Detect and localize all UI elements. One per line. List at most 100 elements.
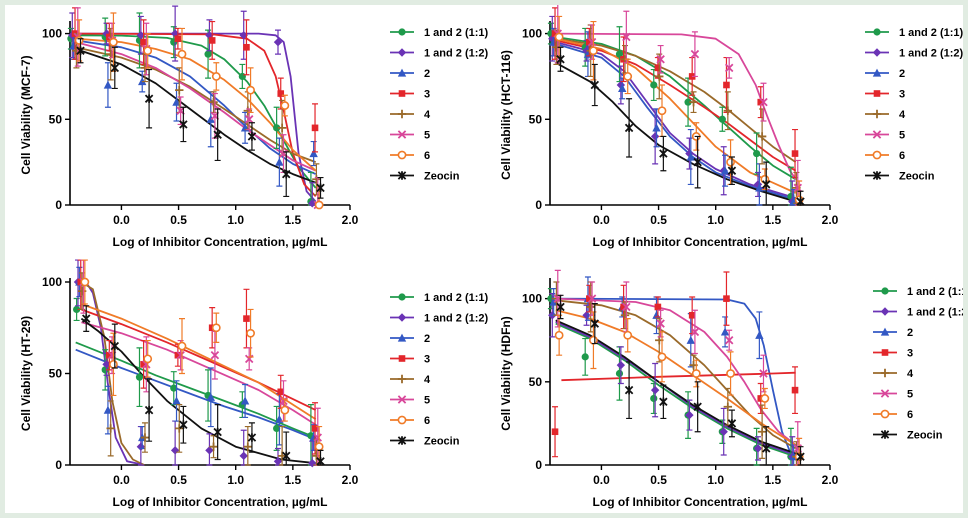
- data-point: [586, 38, 593, 46]
- data-point: [654, 303, 662, 311]
- series-curve-5: [555, 32, 797, 180]
- data-point: [179, 120, 188, 129]
- series-curve-5: [81, 321, 317, 426]
- data-point: [144, 94, 154, 103]
- data-point: [239, 31, 248, 40]
- data-point: [172, 396, 181, 405]
- data-point: [174, 351, 182, 359]
- x-tick-label: 0.5: [650, 473, 667, 487]
- data-point: [684, 98, 692, 106]
- legend-marker: [881, 287, 889, 295]
- legend-entry: Zeocin: [899, 171, 935, 183]
- data-point: [273, 424, 281, 432]
- legend-entry: 6: [424, 415, 430, 427]
- series-curve-7: [80, 317, 316, 465]
- legend-entry: 1 and 2 (1:2): [424, 48, 489, 60]
- data-point: [652, 123, 661, 132]
- data-point: [753, 149, 761, 158]
- series-curve-6: [555, 309, 797, 446]
- legend-entry: Zeocin: [907, 430, 943, 442]
- legend-entry: 5: [907, 389, 913, 401]
- data-point: [314, 200, 324, 210]
- legend-entry: 1 and 2 (1:1): [907, 286, 963, 298]
- data-point: [106, 424, 115, 433]
- legend-entry: 6: [907, 409, 913, 421]
- data-point: [312, 175, 321, 184]
- data-point: [243, 315, 250, 322]
- legend-marker: [397, 150, 407, 160]
- data-point: [210, 350, 220, 360]
- data-point: [176, 350, 185, 360]
- y-tick-label: 0: [55, 458, 62, 472]
- data-point: [761, 444, 771, 453]
- data-point: [726, 157, 735, 167]
- legend-entry: Zeocin: [424, 171, 460, 183]
- data-point: [81, 314, 91, 323]
- data-point: [724, 63, 734, 73]
- legend-entry: 2: [424, 68, 430, 80]
- data-point: [143, 354, 153, 364]
- data-point: [136, 442, 146, 451]
- x-tick-label: 1.0: [707, 473, 724, 487]
- data-point: [316, 183, 325, 193]
- data-point: [209, 442, 218, 451]
- legend-entry: 5: [899, 130, 905, 142]
- legend-entry: 2: [424, 333, 430, 345]
- data-point: [311, 124, 319, 132]
- legend-entry: 1 and 2 (1:1): [424, 27, 489, 39]
- x-axis-title: Log of Inhibitor Concentration, µg/mL: [593, 235, 808, 249]
- legend-marker: [873, 28, 881, 36]
- data-point: [689, 97, 698, 107]
- series-curve-0: [555, 36, 797, 181]
- data-point: [174, 35, 182, 43]
- data-point: [793, 183, 803, 193]
- data-point: [73, 305, 81, 314]
- x-tick-label: 1.0: [227, 473, 244, 487]
- data-point: [718, 115, 726, 123]
- data-point: [244, 115, 254, 124]
- legend-marker: [397, 415, 407, 425]
- data-point: [624, 123, 634, 133]
- legend: 1 and 2 (1:1) 1 and 2 (1:2) 2 3 4 5 6 Zeocin: [873, 286, 968, 442]
- series-curve-4: [555, 299, 797, 450]
- legend-marker: [397, 436, 407, 445]
- data-point: [686, 335, 695, 344]
- series-curve-1: [555, 41, 796, 199]
- y-axis-title: Cell Viability (HDFn): [499, 316, 513, 430]
- y-tick-label: 0: [535, 458, 542, 472]
- data-point: [791, 386, 799, 394]
- data-point: [313, 433, 323, 442]
- legend-marker: [881, 349, 889, 356]
- data-point: [243, 43, 250, 51]
- data-point: [211, 323, 221, 333]
- legend-marker: [397, 109, 407, 119]
- y-tick-label: 50: [529, 112, 543, 126]
- data-point: [761, 180, 771, 189]
- series-curve-5: [555, 297, 797, 446]
- data-point: [247, 132, 257, 141]
- data-point: [659, 149, 668, 158]
- data-point: [650, 81, 658, 89]
- data-point: [686, 152, 695, 161]
- x-tick-label: 0.5: [170, 213, 187, 227]
- data-point: [277, 388, 285, 396]
- data-point: [556, 302, 565, 312]
- legend-marker: [880, 307, 890, 316]
- data-point: [135, 373, 144, 381]
- data-point: [615, 369, 624, 378]
- series-curve-4: [555, 37, 797, 163]
- data-point: [273, 124, 281, 132]
- chart-panel-2: 0.0 0.5 1.0 1.5 2.0 0 50 100 Log of Inhibitor Co…: [499, 3, 964, 249]
- data-point: [275, 157, 284, 166]
- data-point: [586, 295, 593, 302]
- data-point: [620, 303, 627, 311]
- data-point: [140, 433, 150, 442]
- y-axis-title: Cell Viability (HT-29): [19, 316, 33, 431]
- chart-panel-4: 0.0 0.5 1.0 1.5 2.0 0 50 100 Log of Inhibitor Co…: [499, 269, 968, 509]
- data-point: [213, 130, 222, 139]
- data-point: [618, 84, 627, 93]
- series-curve-2: [555, 297, 797, 459]
- y-tick-label: 0: [55, 198, 62, 212]
- data-point: [623, 72, 633, 81]
- legend-entry: 2: [907, 327, 913, 339]
